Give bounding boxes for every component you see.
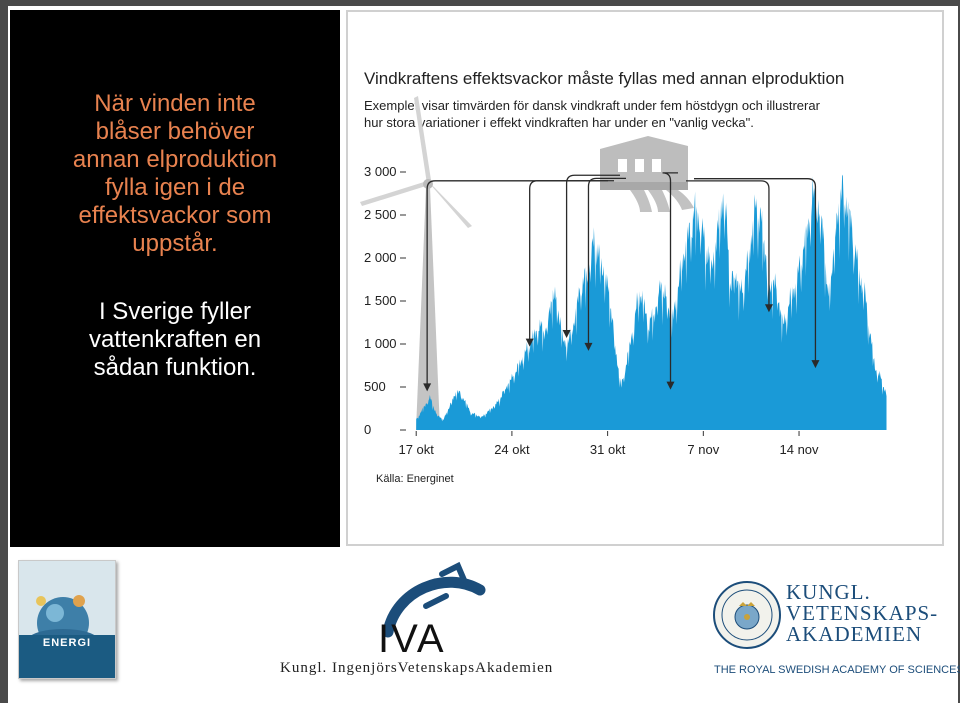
deficit-arrowhead: [666, 381, 675, 390]
chart-title: Vindkraftens effektsvackor måste fyllas …: [364, 69, 844, 88]
chart-source: Källa: Energinet: [376, 473, 454, 485]
deficit-arrow-line: [529, 180, 614, 340]
iva-logo: IVA: [378, 561, 486, 661]
kva-name: KUNGL. VETENSKAPS- AKADEMIEN: [786, 582, 938, 645]
sweden-paragraph: I Sverige fyller vattenkraften en sådan …: [10, 298, 340, 382]
kva-english-name: THE ROYAL SWEDISH ACADEMY OF SCIENCES: [714, 664, 960, 676]
intro-line: När vinden inte: [94, 90, 256, 117]
energi-report-cover: ENERGI: [18, 560, 116, 679]
iva-mark: IVA: [378, 617, 446, 661]
y-tick-label: 3 000: [364, 164, 397, 179]
y-axis: 0 500 1 000 1 500 2 000 2 500 3 000: [364, 164, 406, 437]
deficit-arrowhead: [584, 342, 593, 351]
x-tick-label: 14 nov: [780, 442, 820, 457]
y-tick-label: 2 500: [364, 207, 397, 222]
intro-line: effektsvackor som: [78, 202, 272, 229]
chart-subtitle-line: hur stora variationer i effekt vindkraft…: [364, 115, 754, 130]
iva-name: Kungl. IngenjörsVetenskapsAkademien: [280, 660, 554, 676]
x-axis: 17 okt 24 okt 31 okt 7 nov 14 nov: [398, 431, 819, 457]
deficit-arrowhead: [811, 360, 820, 369]
sweden-line: sådan funktion.: [93, 354, 257, 381]
energi-cover-title: ENERGI: [42, 637, 92, 649]
chart-subtitle-line: Exemplet visar timvärden för dansk vindk…: [364, 98, 821, 113]
wind-output-series: [416, 174, 887, 430]
y-tick-label: 0: [364, 422, 371, 437]
deficit-arrow-line: [662, 172, 678, 383]
deficit-arrow-line: [686, 180, 770, 306]
power-station-icon: [600, 136, 694, 212]
deficit-arrowhead: [525, 338, 534, 347]
x-tick-label: 17 okt: [398, 442, 434, 457]
deficit-arrows: [423, 172, 820, 392]
report-cover-image: [19, 561, 115, 678]
deficit-arrowhead: [764, 304, 773, 313]
kva-seal-icon: [713, 581, 781, 649]
deficit-arrowhead: [423, 383, 432, 392]
wind-output-area: [416, 174, 887, 430]
y-tick-label: 2 000: [364, 250, 397, 265]
x-tick-label: 7 nov: [687, 442, 719, 457]
x-tick-label: 24 okt: [494, 442, 530, 457]
intro-line: blåser behöver: [95, 118, 255, 145]
wind-turbine-icon: [360, 96, 472, 430]
deficit-arrowhead: [562, 330, 571, 338]
wind-power-chart: Vindkraftens effektsvackor måste fyllas …: [360, 69, 887, 485]
intro-paragraph: När vinden inte blåser behöver annan elp…: [10, 90, 340, 258]
text-panel: När vinden inte blåser behöver annan elp…: [10, 10, 340, 547]
kva-name-line: AKADEMIEN: [786, 622, 923, 646]
kva-name-line: KUNGL.: [786, 580, 871, 604]
deficit-arrow-line: [587, 177, 626, 344]
deficit-arrow-line: [694, 178, 817, 362]
kva-name-line: VETENSKAPS-: [786, 601, 939, 625]
sweden-line: vattenkraften en: [88, 326, 262, 353]
intro-line: annan elproduktion: [72, 146, 278, 173]
deficit-arrow-line: [565, 174, 620, 331]
intro-line: uppstår.: [132, 230, 218, 257]
sweden-line: I Sverige fyller: [98, 298, 252, 325]
intro-line: fylla igen i de: [104, 174, 246, 201]
chart-frame: Vindkraftens effektsvackor måste fyllas …: [346, 10, 944, 546]
y-tick-label: 500: [364, 379, 386, 394]
x-tick-label: 31 okt: [590, 442, 626, 457]
deficit-arrow-line: [426, 180, 608, 385]
y-tick-label: 1 000: [364, 336, 397, 351]
y-tick-label: 1 500: [364, 293, 397, 308]
